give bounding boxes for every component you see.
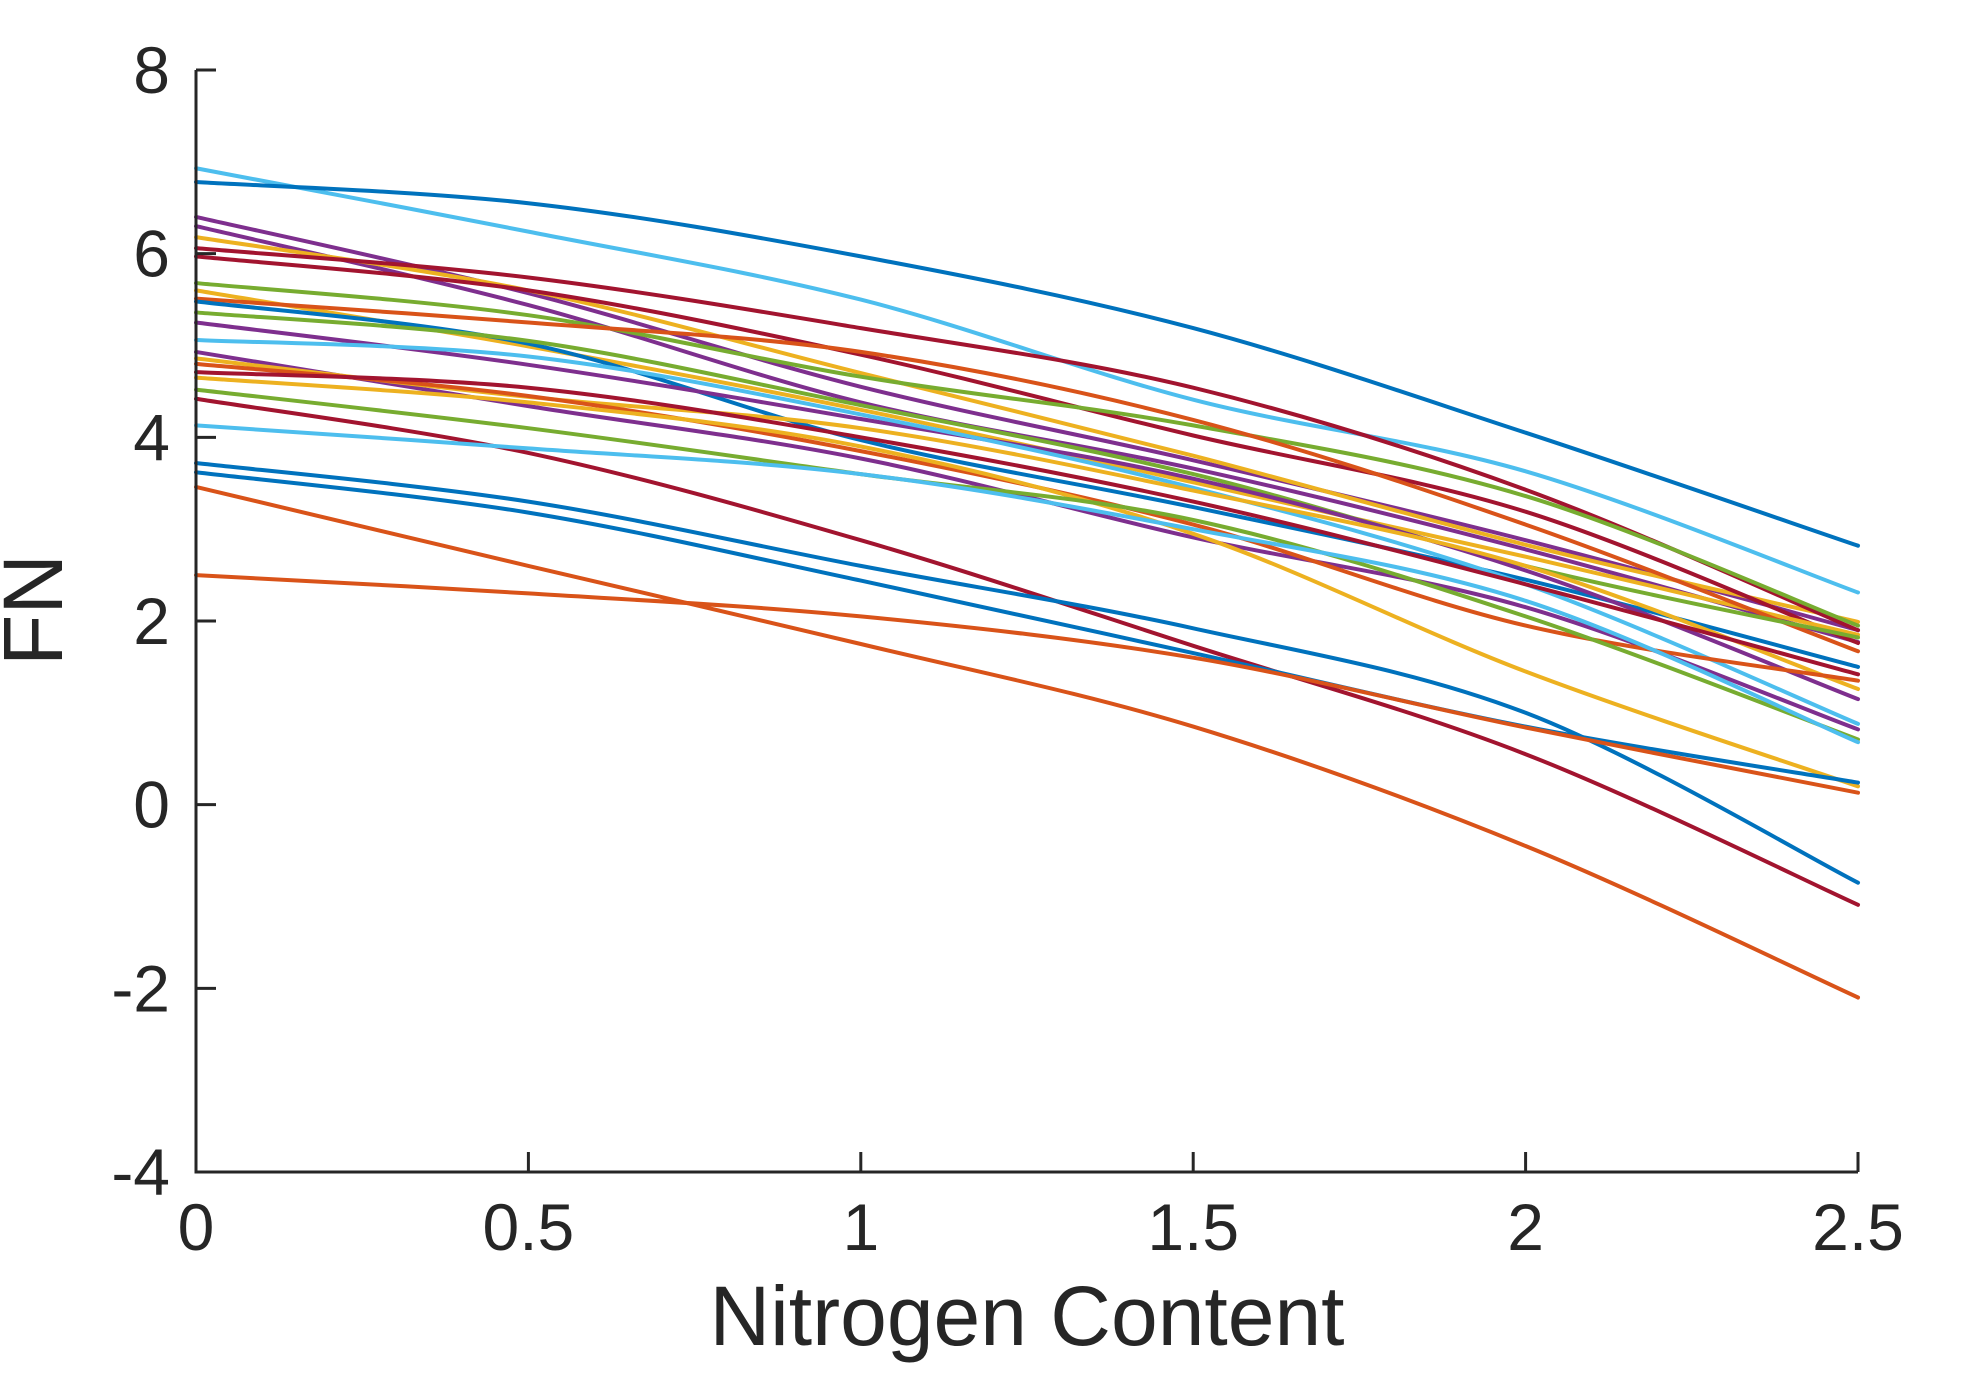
- series-line-line-24: [194, 470, 1860, 785]
- y-tick-label-2: 2: [133, 584, 170, 658]
- series-line-line-01: [194, 166, 1860, 595]
- series-line-line-08: [194, 281, 1860, 628]
- series-line-line-07: [194, 254, 1860, 645]
- series-line-line-18: [194, 370, 1860, 677]
- series-line-line-02: [194, 180, 1860, 548]
- series-line-line-26: [194, 573, 1860, 795]
- series-line-line-20: [194, 387, 1860, 742]
- x-axis-label: Nitrogen Content: [709, 1269, 1344, 1363]
- series-line-line-25: [194, 484, 1860, 1000]
- series-line-line-10: [194, 296, 1860, 654]
- y-axis-label: FN: [0, 554, 80, 666]
- axis-spines: [194, 70, 1858, 1174]
- y-tick-label--4: -4: [111, 1135, 170, 1209]
- x-tick-label-2.5: 2.5: [1812, 1190, 1904, 1264]
- series-line-line-13: [194, 320, 1860, 702]
- series-line-line-22: [194, 423, 1860, 745]
- series-layer: [194, 166, 1860, 1000]
- x-tick-label-1: 1: [842, 1190, 879, 1264]
- y-tick-label-0: 0: [133, 768, 170, 842]
- x-tick-label-1.5: 1.5: [1147, 1190, 1239, 1264]
- x-tick-label-0.5: 0.5: [483, 1190, 575, 1264]
- tick-label-layer: 0 0.5 1 1.5 2 2.5 -4 -2 0 2 4 6 8: [111, 33, 1904, 1264]
- series-line-line-05: [194, 235, 1860, 624]
- y-tick-label-6: 6: [133, 217, 170, 291]
- series-line-line-19: [194, 375, 1860, 789]
- y-tick-label-8: 8: [133, 33, 170, 107]
- series-line-line-12: [194, 310, 1860, 640]
- x-tick-label-2: 2: [1507, 1190, 1544, 1264]
- axes-layer: [194, 68, 1860, 1174]
- series-line-line-14: [194, 337, 1860, 726]
- y-tick-label-4: 4: [133, 400, 170, 474]
- y-tick-label--2: -2: [111, 951, 170, 1025]
- series-line-line-06: [194, 246, 1860, 633]
- x-tick-label-0: 0: [178, 1190, 215, 1264]
